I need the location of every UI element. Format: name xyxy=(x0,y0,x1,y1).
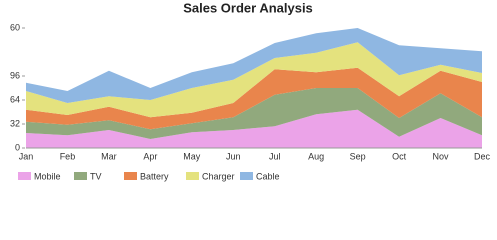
chart: Sales Order Analysis 0 32 64 96 60 Jan Feb Mar A… xyxy=(10,0,491,181)
legend-label: Mobile xyxy=(34,171,61,181)
x-tick-label: Mar xyxy=(101,151,117,161)
x-tick-label: Nov xyxy=(433,151,450,161)
area xyxy=(26,88,482,139)
x-tick-label: Jan xyxy=(19,151,34,161)
legend-label: Cable xyxy=(256,171,280,181)
area xyxy=(26,67,482,130)
area xyxy=(26,28,482,103)
legend-label: TV xyxy=(90,171,102,181)
x-tick-label: Dec xyxy=(474,151,491,161)
legend-swatch xyxy=(124,172,137,180)
y-tick-label: 96 xyxy=(10,70,20,80)
x-tick-label: Apr xyxy=(143,151,157,161)
y-tick-label: 64 xyxy=(10,94,20,104)
x-tick-label: May xyxy=(183,151,201,161)
x-tick-label: Jul xyxy=(269,151,281,161)
area xyxy=(26,109,482,148)
legend-swatch xyxy=(74,172,87,180)
chart-title: Sales Order Analysis xyxy=(183,0,313,15)
legend-label: Charger xyxy=(202,171,235,181)
area xyxy=(26,42,482,118)
legend-label: Battery xyxy=(140,171,169,181)
x-tick-label: Oct xyxy=(392,151,407,161)
y-tick-label: 32 xyxy=(10,118,20,128)
page: Sales Order Analysis 0 32 64 96 60 Jan Feb Mar A… xyxy=(9,0,491,182)
x-tick-label: Sep xyxy=(350,151,366,161)
y-tick-label: 0 xyxy=(15,142,20,152)
legend-swatch xyxy=(240,172,253,180)
x-tick-label: Jun xyxy=(226,151,241,161)
legend-swatch xyxy=(18,172,31,180)
y-tick-label: 60 xyxy=(10,22,20,32)
legend-swatch xyxy=(186,172,199,180)
x-tick-label: Aug xyxy=(308,151,324,161)
x-tick-label: Feb xyxy=(60,151,76,161)
